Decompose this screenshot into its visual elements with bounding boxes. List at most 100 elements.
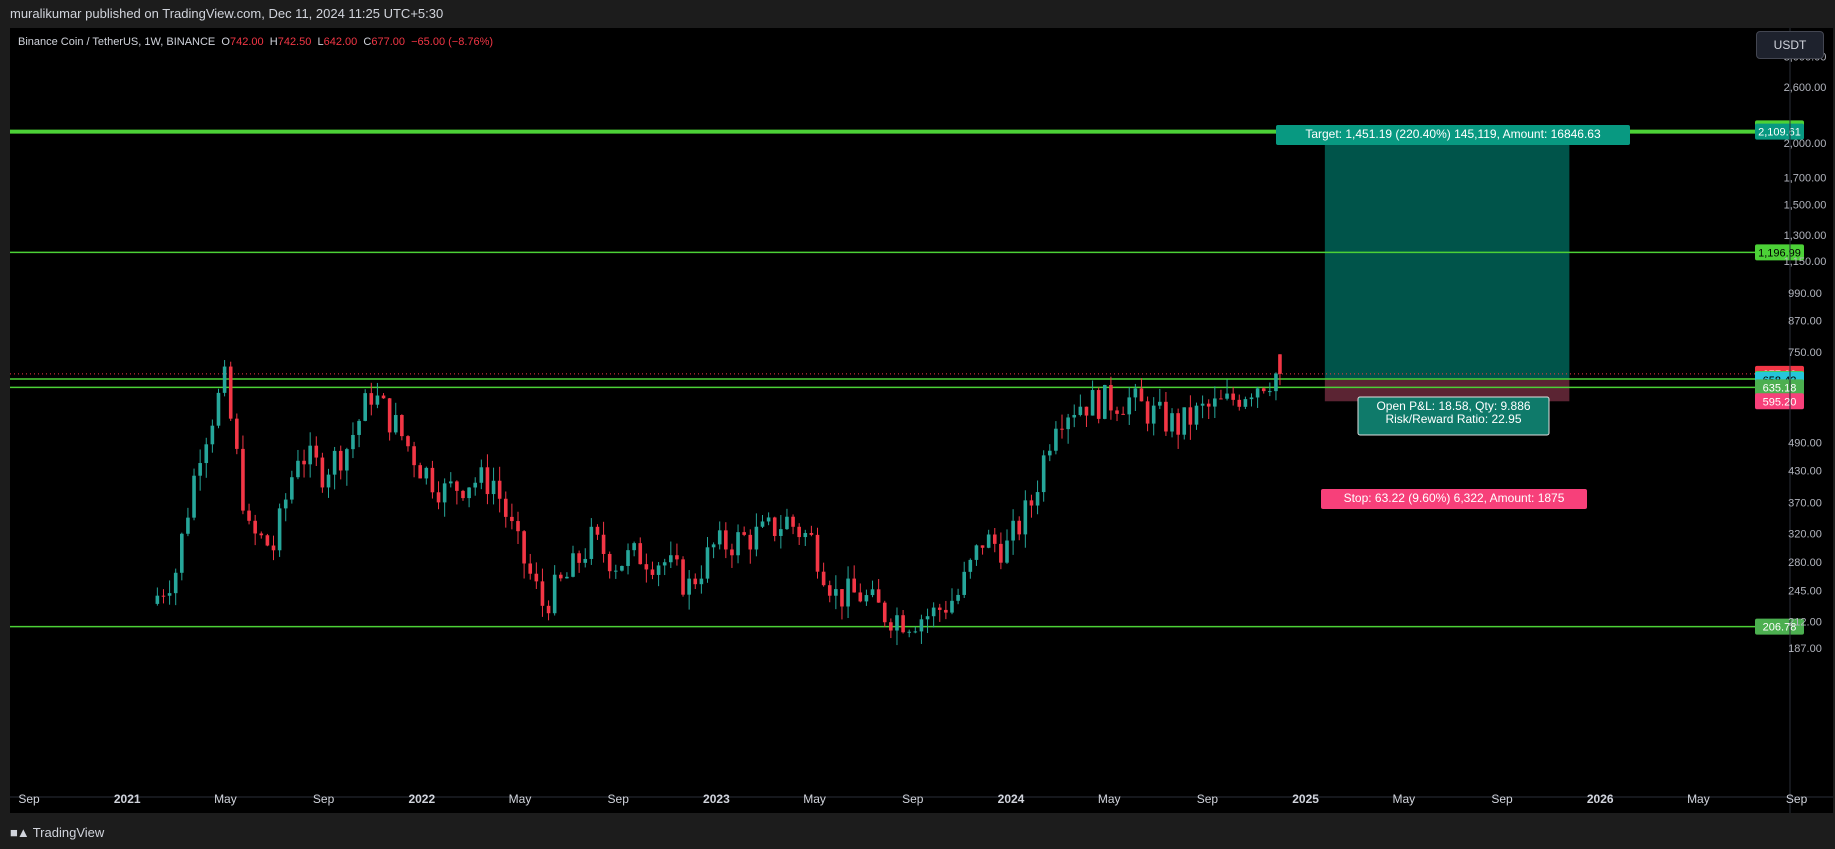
- candle-body: [1060, 428, 1064, 430]
- candle-body: [717, 530, 722, 545]
- candle-body: [705, 547, 710, 579]
- y-tick-label: 280.00: [1788, 557, 1822, 569]
- candle-body: [950, 600, 954, 613]
- candle-body: [1213, 398, 1217, 407]
- candle-body: [809, 533, 814, 535]
- candle-body: [589, 526, 594, 559]
- candle-body: [1225, 393, 1229, 399]
- candle-body: [204, 444, 209, 464]
- candle-body: [369, 393, 374, 405]
- candle-body: [736, 532, 740, 556]
- y-tick-label: 370.00: [1788, 498, 1822, 510]
- candle-body: [864, 595, 869, 602]
- x-tick-label: May: [1392, 792, 1415, 806]
- x-tick-label: 2023: [703, 792, 730, 806]
- y-tick-label: 320.00: [1788, 529, 1822, 541]
- candle-body: [601, 534, 606, 554]
- candle-body: [497, 480, 502, 499]
- candle-body: [882, 602, 887, 623]
- candle-body: [1054, 428, 1058, 451]
- candle-body: [607, 553, 612, 572]
- candle-body: [1084, 406, 1089, 416]
- pnl-label-text-0: Open P&L: 18.58, Qty: 9.886: [1376, 399, 1530, 413]
- candle-body: [1066, 417, 1070, 430]
- candle-body: [442, 483, 447, 503]
- symbol-legend: Binance Coin / TetherUS, 1W, BINANCE O 74…: [18, 36, 493, 48]
- candle-body: [491, 480, 496, 495]
- candle-body: [968, 559, 973, 572]
- candle-body: [290, 477, 294, 500]
- candle-body: [375, 395, 380, 405]
- symbol-name: Binance Coin / TetherUS, 1W, BINANCE: [18, 36, 216, 48]
- high-value: 742.50: [277, 36, 312, 48]
- candle-body: [430, 467, 435, 493]
- candle-body: [455, 481, 459, 491]
- candle-body: [1231, 393, 1235, 400]
- candle-body: [742, 532, 746, 535]
- candle-body: [760, 521, 765, 527]
- candle-body: [546, 605, 551, 614]
- candle-body: [1206, 403, 1211, 407]
- candle-body: [1035, 492, 1040, 506]
- candle-body: [400, 415, 404, 437]
- loss-zone: [1324, 379, 1570, 402]
- candle-body: [265, 535, 270, 546]
- candle-body: [840, 589, 844, 607]
- candle-body: [711, 544, 716, 548]
- candle-body: [681, 559, 685, 595]
- tradingview-logo-icon: ■▲: [10, 825, 30, 840]
- footer-bar: ■▲ TradingView: [0, 817, 1835, 849]
- candle-body: [846, 578, 850, 607]
- candle-body: [387, 398, 392, 433]
- candle-body: [283, 499, 288, 509]
- candle-body: [1243, 399, 1248, 407]
- candle-body: [1017, 520, 1022, 535]
- stop-label-box: [1321, 489, 1587, 509]
- y-tick-label: 1,700.00: [1784, 173, 1827, 185]
- candle-body: [895, 615, 899, 631]
- price-label-7: 635.18: [1763, 382, 1797, 394]
- candle-body: [516, 521, 520, 532]
- candle-body: [687, 578, 691, 595]
- candle-body: [779, 529, 783, 536]
- candle-body: [216, 392, 221, 426]
- candle-body: [1078, 406, 1083, 415]
- candle-body: [241, 448, 245, 511]
- brand-name: TradingView: [32, 825, 105, 840]
- candle-body: [186, 517, 190, 534]
- candle-body: [999, 543, 1003, 563]
- x-tick-label: 2024: [998, 792, 1025, 806]
- candle-body: [858, 592, 863, 602]
- candle-body: [944, 609, 948, 613]
- open-label: O: [221, 36, 230, 48]
- candle-body: [724, 530, 728, 550]
- x-tick-label: Sep: [1786, 792, 1808, 806]
- candle-body: [357, 420, 361, 435]
- low-value: 642.00: [323, 36, 358, 48]
- currency-button[interactable]: USDT: [1756, 31, 1824, 59]
- candle-body: [271, 545, 276, 551]
- candle-body: [1011, 520, 1015, 541]
- candle-body: [510, 516, 514, 522]
- y-tick-label: 1,150.00: [1784, 256, 1827, 268]
- candle-body: [876, 589, 881, 603]
- y-tick-label: 2,600.00: [1784, 82, 1827, 94]
- price-label-bg-9: [1755, 618, 1804, 635]
- candle-body: [614, 570, 618, 572]
- candle-body: [161, 595, 166, 597]
- candle-body: [565, 576, 569, 579]
- stop-label-text-0: Stop: 63.22 (9.60%) 6,322, Amount: 1875: [1344, 491, 1565, 505]
- candle-body: [980, 545, 985, 548]
- x-tick-label: 2021: [114, 792, 141, 806]
- candle-body: [748, 534, 753, 550]
- x-tick-label: Sep: [1491, 792, 1513, 806]
- candle-body: [1158, 401, 1162, 406]
- price-label-bg-2: [1755, 123, 1804, 140]
- candle-body: [1268, 391, 1272, 393]
- candle-body: [852, 578, 856, 593]
- candle-body: [253, 520, 257, 534]
- candle-body: [351, 434, 355, 450]
- candle-body: [1096, 390, 1101, 419]
- candle-body: [785, 516, 789, 530]
